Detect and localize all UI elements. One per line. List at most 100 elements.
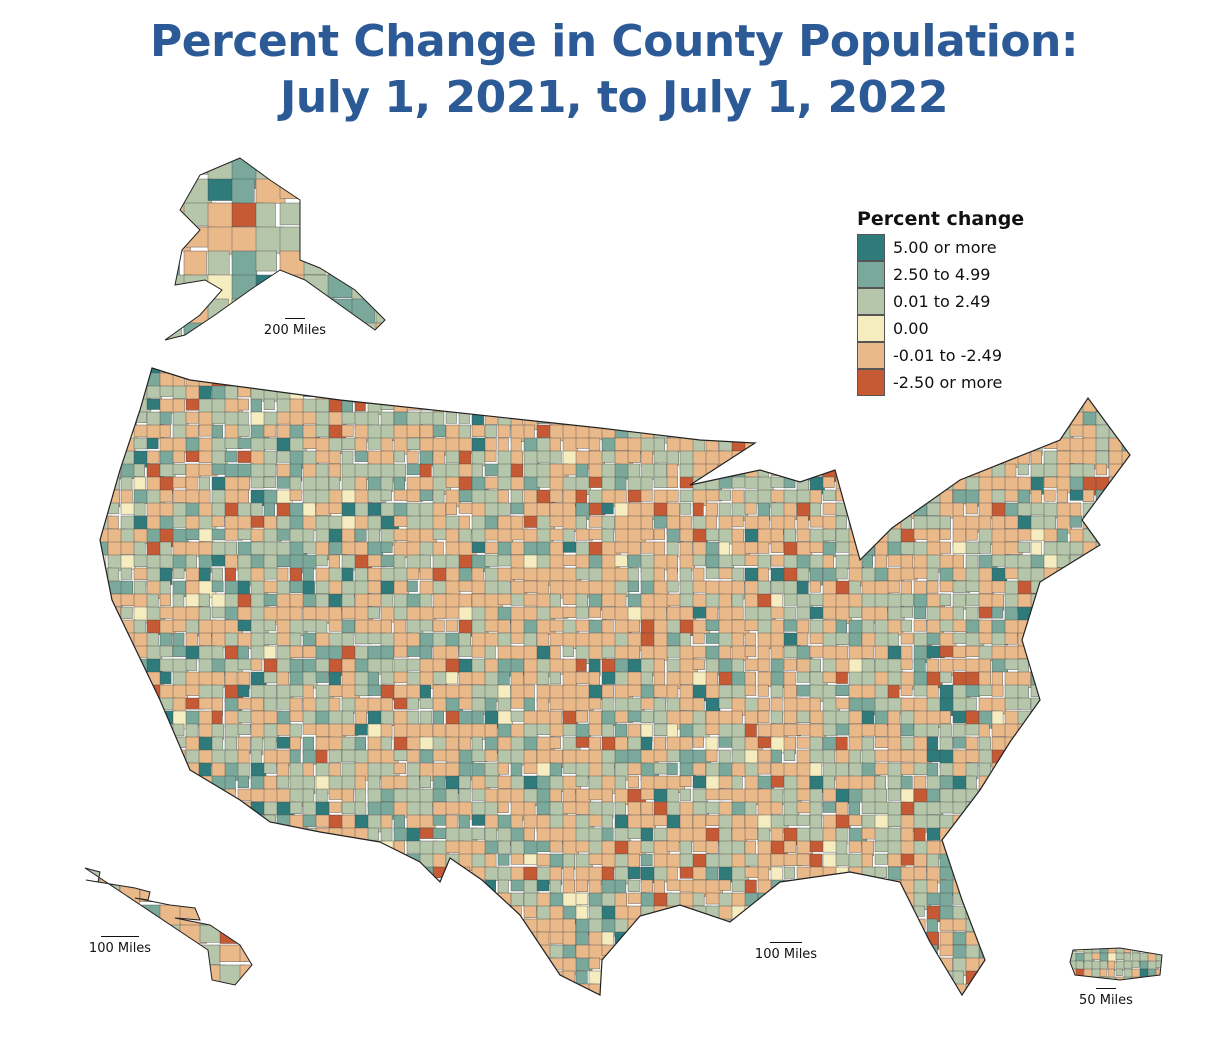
county-cell	[85, 984, 103, 985]
county-cell	[562, 671, 577, 687]
county-cell	[666, 411, 680, 425]
county-cell	[146, 814, 161, 833]
county-cell	[627, 944, 644, 958]
county-cell	[276, 671, 290, 686]
county-cell	[224, 567, 236, 582]
county-cell	[913, 463, 929, 477]
county-cell	[351, 322, 379, 340]
county-cell	[510, 368, 522, 378]
county-cell	[263, 957, 277, 976]
county-cell	[926, 606, 942, 623]
county-cell	[965, 879, 979, 898]
county-cell	[523, 905, 537, 918]
county-cell	[809, 368, 822, 377]
county-cell	[159, 964, 179, 985]
county-cell	[1030, 840, 1048, 860]
county-cell	[1056, 827, 1073, 845]
county-cell	[107, 658, 119, 671]
legend-swatch	[857, 261, 885, 288]
county-cell	[900, 918, 915, 933]
county-cell	[640, 853, 653, 867]
county-cell	[1030, 970, 1046, 990]
county-cell	[211, 892, 228, 911]
legend-swatch	[857, 288, 885, 315]
county-cell	[874, 736, 891, 748]
county-cell	[1121, 606, 1130, 625]
county-cell	[1095, 879, 1112, 892]
county-cell	[744, 580, 760, 595]
county-cell	[380, 905, 397, 921]
county-cell	[406, 840, 423, 854]
county-cell	[536, 931, 550, 947]
county-cell	[185, 424, 199, 438]
county-cell	[757, 554, 771, 570]
legend-swatch	[857, 315, 885, 342]
county-cell	[107, 632, 121, 650]
county-cell	[107, 723, 120, 736]
county-cell	[1004, 437, 1023, 452]
county-cell	[563, 997, 574, 1009]
county-cell	[185, 801, 200, 818]
county-cell	[224, 450, 238, 463]
county-cell	[965, 892, 981, 910]
county-cell	[289, 866, 302, 883]
county-cell	[380, 368, 398, 372]
county-cell	[133, 788, 149, 804]
county-cell	[640, 528, 654, 541]
county-cell	[146, 749, 165, 767]
county-cell	[744, 437, 761, 454]
county-cell	[224, 632, 239, 647]
county-cell	[1139, 948, 1150, 952]
county-cell	[900, 866, 917, 881]
county-cell	[1043, 710, 1063, 729]
county-cell	[458, 905, 475, 923]
county-cell	[351, 178, 374, 205]
county-cell	[549, 723, 564, 737]
county-cell	[1017, 840, 1035, 859]
county-cell	[705, 515, 717, 531]
county-cell	[757, 684, 769, 697]
county-cell	[172, 788, 188, 801]
county-cell	[250, 450, 267, 466]
county-cell	[809, 658, 821, 673]
county-cell	[471, 931, 485, 948]
county-cell	[1069, 450, 1085, 464]
county-cell	[861, 632, 877, 647]
county-cell	[1069, 840, 1083, 858]
county-cell	[835, 567, 848, 580]
county-cell	[341, 619, 355, 634]
county-cell	[146, 437, 159, 449]
county-cell	[1095, 697, 1113, 713]
county-cell	[276, 931, 294, 943]
county-cell	[419, 450, 433, 466]
county-cell	[327, 158, 348, 177]
county-cell	[375, 158, 385, 184]
county-cell	[978, 541, 991, 554]
county-cell	[796, 775, 810, 790]
county-cell	[380, 879, 393, 896]
county-cell	[1069, 866, 1082, 879]
county-cell	[445, 710, 460, 725]
county-cell	[627, 853, 640, 869]
county-cell	[991, 840, 1010, 854]
county-cell	[341, 970, 360, 987]
county-cell	[627, 489, 642, 503]
county-cell	[471, 372, 483, 388]
county-cell	[1069, 619, 1084, 637]
county-cell	[666, 580, 679, 593]
county-cell	[120, 736, 135, 752]
county-cell	[263, 866, 279, 880]
county-cell	[991, 424, 1007, 439]
county-cell	[432, 424, 446, 438]
county-cell	[1043, 658, 1056, 671]
county-cell	[1030, 944, 1050, 957]
county-cell	[497, 398, 511, 414]
county-cell	[809, 398, 829, 411]
county-cell	[523, 879, 539, 894]
county-cell	[185, 788, 204, 806]
county-cell	[848, 905, 864, 919]
county-cell	[263, 905, 277, 921]
county-cell	[536, 983, 549, 995]
county-cell	[198, 905, 217, 922]
county-cell	[471, 788, 486, 801]
